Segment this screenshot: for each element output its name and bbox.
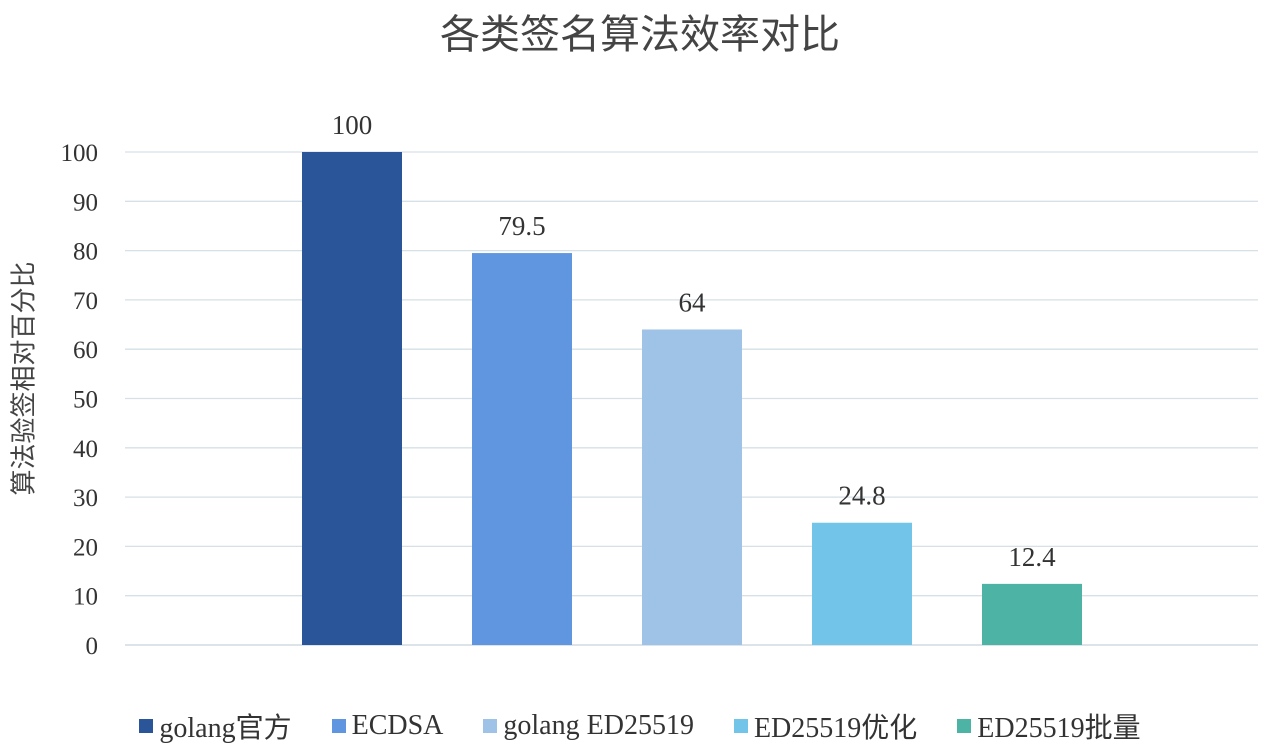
legend-swatch	[957, 719, 972, 733]
y-tick-label: 30	[73, 485, 98, 512]
y-tick-label: 80	[73, 239, 98, 266]
bar-3	[642, 329, 742, 645]
legend-item: ED25519批量	[957, 706, 1141, 746]
y-tick-label: 50	[73, 387, 98, 414]
y-tick-label: 70	[73, 288, 98, 315]
bar-2	[472, 253, 572, 645]
legend-item: ECDSA	[331, 706, 444, 746]
legend-label: golang官方	[159, 713, 292, 744]
y-tick-label: 60	[73, 337, 98, 364]
y-tick-label: 20	[73, 534, 98, 561]
y-tick-label: 90	[73, 189, 98, 216]
chart-title: 各类签名算法效率对比	[440, 12, 840, 58]
data-label: 79.5	[498, 211, 545, 241]
bar-4	[812, 522, 912, 645]
legend-item: ED25519优化	[733, 706, 918, 746]
legend-item: golang ED25519	[483, 706, 694, 746]
data-label: 12.4	[1008, 542, 1056, 572]
legend-label: ECDSA	[351, 710, 444, 741]
data-label: 64	[679, 287, 707, 317]
legend-swatch	[139, 719, 154, 733]
y-tick-label: 40	[73, 436, 98, 463]
legend: golang官方 ECDSA golang ED25519 ED25519优化 ED25…	[0, 706, 1280, 746]
legend-label: ED25519优化	[753, 713, 918, 744]
legend-item: golang官方	[139, 706, 292, 746]
y-tick-label: 10	[73, 584, 98, 611]
data-label: 100	[332, 110, 373, 140]
bar-5	[982, 583, 1082, 645]
legend-label: golang ED25519	[503, 710, 694, 741]
legend-label: ED25519批量	[977, 713, 1141, 744]
legend-swatch	[483, 719, 498, 733]
legend-swatch	[733, 719, 748, 733]
y-tick-label: 0	[86, 633, 99, 660]
data-label: 24.8	[838, 481, 885, 511]
bar-1	[302, 152, 402, 645]
legend-swatch	[331, 719, 346, 733]
y-tick-label: 100	[61, 140, 99, 167]
